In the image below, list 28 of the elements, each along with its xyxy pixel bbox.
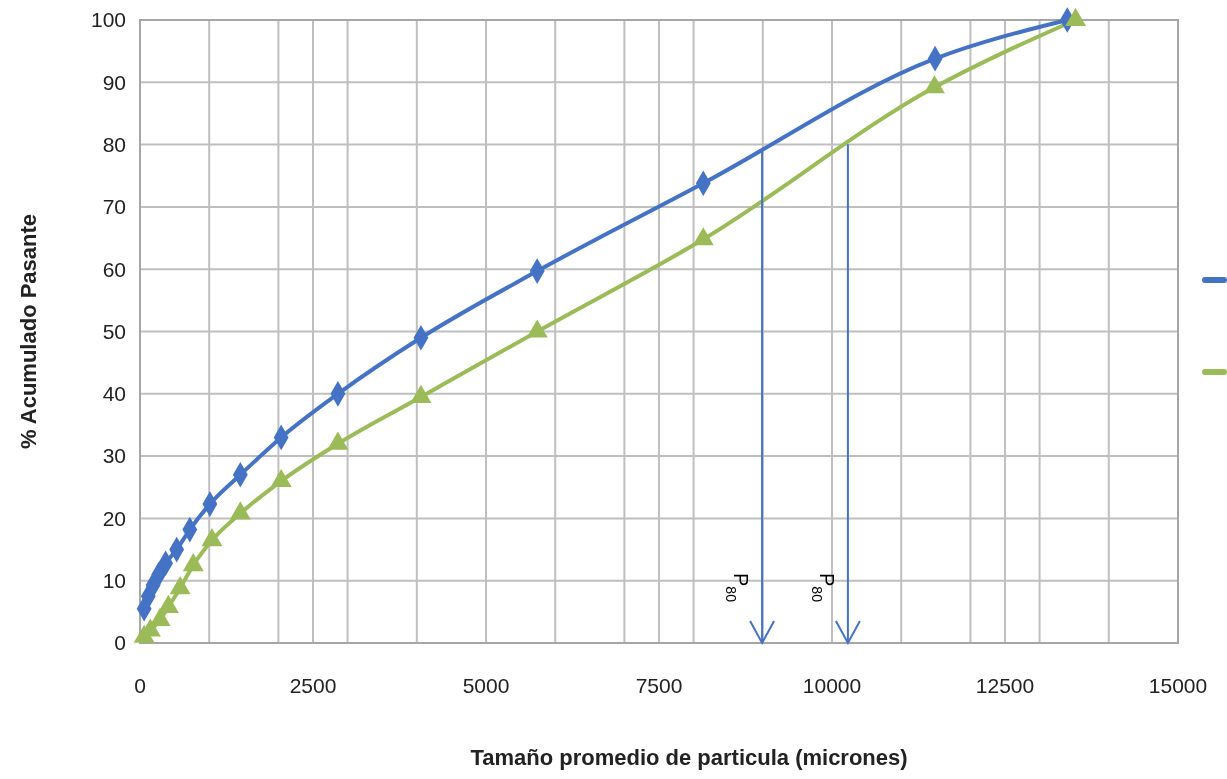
x-tick-label: 7500 [635, 674, 683, 697]
x-tick-label: 15000 [1148, 674, 1208, 697]
point [169, 576, 191, 595]
x-tick-label: 12500 [975, 674, 1035, 697]
y-tick-label: 20 [102, 506, 126, 530]
y-tick-label: 0 [114, 631, 126, 655]
point [149, 607, 171, 626]
point [182, 553, 204, 572]
y-tick-label: 10 [102, 569, 126, 593]
y-tick-label: 40 [102, 382, 126, 406]
x-tick-label: 10000 [802, 674, 862, 697]
y-tick-label: 50 [102, 319, 126, 343]
point [229, 501, 251, 520]
point [327, 431, 349, 450]
y-tick-label: 30 [102, 444, 126, 468]
x-axis-title: Tamaño promedio de particula (micrones) [470, 745, 908, 770]
x-tick-label: 2500 [289, 674, 337, 697]
y-tick-label: 70 [102, 195, 126, 219]
x-tick-label: 0 [134, 674, 146, 697]
y-tick-label: 80 [102, 132, 126, 156]
y-axis-title: % Acumulado Pasante [16, 213, 41, 450]
point [157, 594, 179, 613]
x-tick-label: 5000 [462, 674, 510, 697]
point [270, 468, 292, 488]
y-tick-label: 100 [90, 8, 126, 32]
y-tick-label: 90 [102, 70, 126, 94]
point [201, 528, 223, 547]
y-tick-label: 60 [102, 257, 126, 281]
